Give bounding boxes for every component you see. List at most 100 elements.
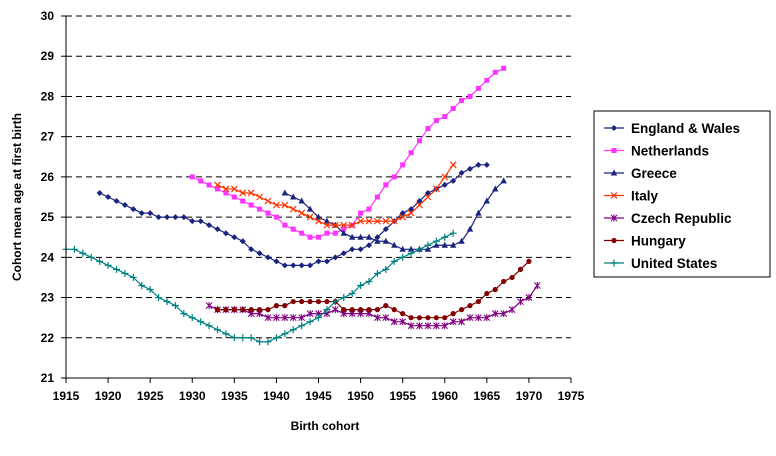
data-point bbox=[458, 318, 465, 326]
legend-item-hungary: Hungary bbox=[604, 234, 686, 249]
data-point bbox=[467, 93, 473, 99]
data-point bbox=[239, 334, 247, 342]
data-point bbox=[383, 182, 389, 188]
data-point bbox=[281, 262, 288, 269]
data-point bbox=[475, 85, 481, 91]
data-point bbox=[256, 307, 263, 313]
data-point bbox=[113, 265, 120, 273]
data-point bbox=[281, 189, 289, 196]
data-point bbox=[121, 269, 129, 277]
data-point bbox=[484, 290, 490, 297]
data-point bbox=[264, 314, 272, 322]
data-point bbox=[281, 314, 289, 322]
data-point bbox=[240, 307, 246, 313]
legend: England & Wales Netherlands Greece Italy Cze… bbox=[593, 110, 771, 278]
data-point bbox=[340, 250, 347, 257]
data-point bbox=[442, 315, 448, 321]
data-point bbox=[341, 307, 347, 313]
series-hungary bbox=[214, 258, 532, 321]
data-point bbox=[129, 273, 137, 281]
data-point bbox=[408, 150, 414, 156]
data-point bbox=[257, 206, 263, 212]
data-point bbox=[424, 189, 431, 196]
data-point bbox=[383, 303, 389, 309]
data-point bbox=[180, 214, 187, 221]
x-tick-label: 1975 bbox=[558, 389, 585, 403]
data-point bbox=[441, 241, 448, 248]
y-axis-title: Cohort mean age at first birth bbox=[10, 113, 24, 281]
data-point bbox=[298, 314, 306, 322]
data-point bbox=[407, 249, 415, 257]
legend-label: Hungary bbox=[631, 234, 686, 249]
x-tick-label: 1955 bbox=[389, 389, 416, 403]
data-point bbox=[222, 230, 229, 237]
data-point bbox=[467, 303, 473, 309]
data-point bbox=[147, 210, 154, 217]
data-point bbox=[121, 202, 128, 209]
y-tick-label: 26 bbox=[41, 170, 55, 184]
data-point bbox=[432, 237, 440, 245]
data-point bbox=[105, 194, 112, 200]
data-point bbox=[399, 318, 407, 326]
legend-swatch-marker bbox=[610, 192, 618, 199]
x-tick-label: 1925 bbox=[137, 389, 164, 403]
data-point bbox=[416, 315, 423, 321]
data-point bbox=[373, 217, 381, 225]
legend-swatch-marker bbox=[610, 169, 618, 176]
data-point bbox=[425, 315, 431, 321]
data-point bbox=[189, 218, 196, 225]
data-point bbox=[289, 205, 297, 213]
data-point bbox=[424, 245, 432, 252]
data-point bbox=[315, 217, 322, 225]
data-point bbox=[382, 226, 389, 233]
data-point bbox=[348, 233, 356, 240]
data-point bbox=[407, 322, 415, 330]
data-point bbox=[459, 97, 465, 103]
data-point bbox=[264, 197, 272, 205]
data-point bbox=[425, 126, 431, 132]
data-point bbox=[449, 241, 457, 248]
data-point bbox=[475, 209, 482, 216]
data-point bbox=[138, 210, 145, 217]
data-point bbox=[171, 302, 179, 310]
data-point bbox=[501, 65, 507, 71]
data-point bbox=[307, 262, 314, 269]
data-point bbox=[315, 258, 322, 265]
data-point bbox=[390, 318, 398, 326]
data-point bbox=[382, 314, 390, 322]
axes bbox=[61, 15, 572, 383]
data-point bbox=[517, 298, 524, 306]
data-point bbox=[390, 217, 398, 225]
data-point bbox=[189, 174, 195, 180]
data-point bbox=[450, 311, 456, 317]
data-point bbox=[240, 198, 246, 204]
data-point bbox=[382, 217, 390, 225]
data-point bbox=[526, 258, 532, 264]
data-point bbox=[316, 234, 321, 240]
data-point bbox=[248, 307, 254, 313]
data-point bbox=[281, 330, 289, 338]
data-point bbox=[172, 214, 179, 221]
x-tick-label: 1960 bbox=[431, 389, 458, 403]
data-point bbox=[256, 338, 264, 346]
data-point bbox=[323, 217, 331, 224]
data-point bbox=[357, 307, 364, 313]
data-point bbox=[264, 338, 272, 346]
legend-label: Czech Republic bbox=[631, 211, 732, 226]
data-point bbox=[205, 322, 213, 330]
data-point bbox=[416, 322, 423, 330]
data-point bbox=[432, 185, 440, 193]
data-point bbox=[458, 169, 465, 176]
data-point bbox=[492, 286, 498, 293]
data-point bbox=[298, 262, 305, 269]
data-point bbox=[273, 303, 280, 309]
series-greece bbox=[281, 177, 507, 252]
x-tick-labels: 1915 1920 1925 1930 1935 1940 1945 1950 1955 1960… bbox=[53, 389, 585, 403]
data-point bbox=[324, 298, 330, 305]
data-point bbox=[433, 118, 439, 124]
legend-box bbox=[593, 110, 771, 278]
data-point bbox=[247, 334, 255, 342]
data-point bbox=[374, 237, 381, 244]
data-point bbox=[231, 194, 237, 200]
data-point bbox=[272, 201, 280, 209]
